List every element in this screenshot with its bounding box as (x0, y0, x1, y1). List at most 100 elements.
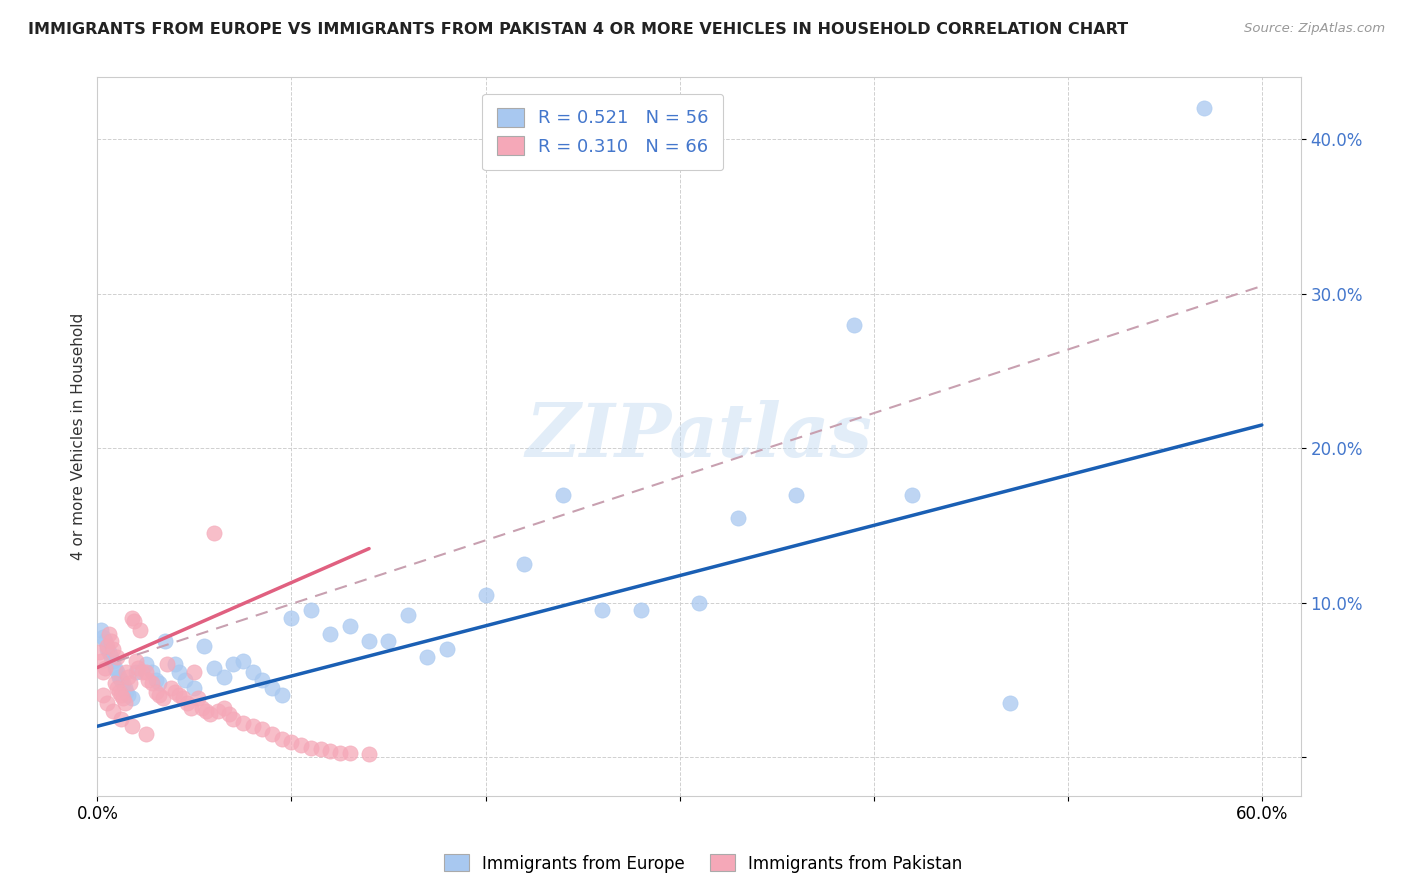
Point (172, 691, 194, 706)
Point (96, 639, 118, 653)
Point (91, 630, 114, 644)
Point (252, 723, 274, 737)
Point (121, 719, 143, 733)
Point (242, 719, 264, 733)
Point (195, 704, 218, 718)
Point (339, 619, 361, 633)
Point (191, 700, 214, 714)
Legend: Immigrants from Europe, Immigrants from Pakistan: Immigrants from Europe, Immigrants from … (437, 847, 969, 880)
Text: Source: ZipAtlas.com: Source: ZipAtlas.com (1244, 22, 1385, 36)
Point (212, 670, 235, 684)
Point (135, 665, 157, 680)
Point (115, 685, 138, 699)
Point (901, 487, 924, 501)
Point (290, 738, 312, 752)
Point (513, 557, 536, 571)
Text: IMMIGRANTS FROM EUROPE VS IMMIGRANTS FROM PAKISTAN 4 OR MORE VEHICLES IN HOUSEHO: IMMIGRANTS FROM EUROPE VS IMMIGRANTS FRO… (28, 22, 1128, 37)
Point (110, 689, 132, 703)
Point (160, 681, 183, 695)
Point (135, 727, 157, 741)
Point (163, 685, 186, 699)
Point (117, 689, 139, 703)
Point (183, 665, 205, 680)
Text: ZIPatlas: ZIPatlas (526, 401, 873, 473)
Point (260, 727, 283, 741)
Point (129, 624, 152, 638)
Point (131, 665, 153, 680)
Point (167, 665, 190, 680)
Point (727, 510, 749, 524)
Point (222, 712, 245, 726)
Point (91, 689, 114, 703)
Point (115, 665, 138, 680)
Point (998, 696, 1021, 710)
Point (105, 681, 128, 695)
Point (260, 681, 283, 695)
Point (98, 645, 121, 659)
Point (110, 673, 132, 687)
Point (100, 634, 122, 648)
Point (125, 654, 148, 668)
Point (101, 704, 124, 718)
Point (183, 681, 205, 695)
Point (1192, 101, 1215, 115)
Point (105, 649, 128, 664)
Point (688, 596, 710, 610)
Point (339, 746, 361, 760)
Point (329, 746, 352, 760)
Point (202, 660, 225, 674)
Point (232, 654, 254, 668)
Point (309, 742, 332, 756)
Legend: R = 0.521   N = 56, R = 0.310   N = 66: R = 0.521 N = 56, R = 0.310 N = 66 (482, 94, 723, 170)
Point (319, 626, 342, 640)
Point (107, 670, 129, 684)
Point (145, 673, 167, 687)
Point (156, 657, 179, 672)
Point (104, 660, 127, 674)
Point (127, 660, 149, 674)
Point (218, 706, 240, 721)
Point (114, 696, 136, 710)
Point (270, 731, 292, 746)
Point (319, 744, 342, 758)
Point (125, 665, 148, 680)
Point (232, 716, 254, 731)
Point (844, 318, 866, 332)
Point (101, 654, 124, 668)
Point (280, 734, 302, 748)
Point (242, 665, 264, 680)
Point (474, 588, 496, 602)
Y-axis label: 4 or more Vehicles in Household: 4 or more Vehicles in Household (72, 313, 86, 560)
Point (207, 704, 229, 718)
Point (416, 649, 439, 664)
Point (96, 642, 118, 657)
Point (148, 689, 170, 703)
Point (187, 691, 209, 706)
Point (90, 624, 112, 638)
Point (179, 700, 201, 714)
Point (122, 614, 145, 628)
Point (252, 673, 274, 687)
Point (91, 665, 114, 680)
Point (176, 696, 198, 710)
Point (152, 691, 174, 706)
Point (110, 712, 132, 726)
Point (280, 611, 302, 625)
Point (136, 673, 159, 687)
Point (101, 642, 124, 657)
Point (436, 642, 458, 657)
Point (105, 665, 128, 680)
Point (114, 681, 136, 695)
Point (121, 611, 143, 625)
Point (94, 660, 117, 674)
Point (89, 645, 111, 659)
Point (198, 706, 221, 721)
Point (630, 603, 652, 617)
Point (135, 657, 157, 672)
Point (270, 689, 292, 703)
Point (163, 657, 186, 672)
Point (148, 676, 170, 690)
Point (193, 639, 215, 653)
Point (202, 526, 225, 541)
Point (591, 603, 613, 617)
